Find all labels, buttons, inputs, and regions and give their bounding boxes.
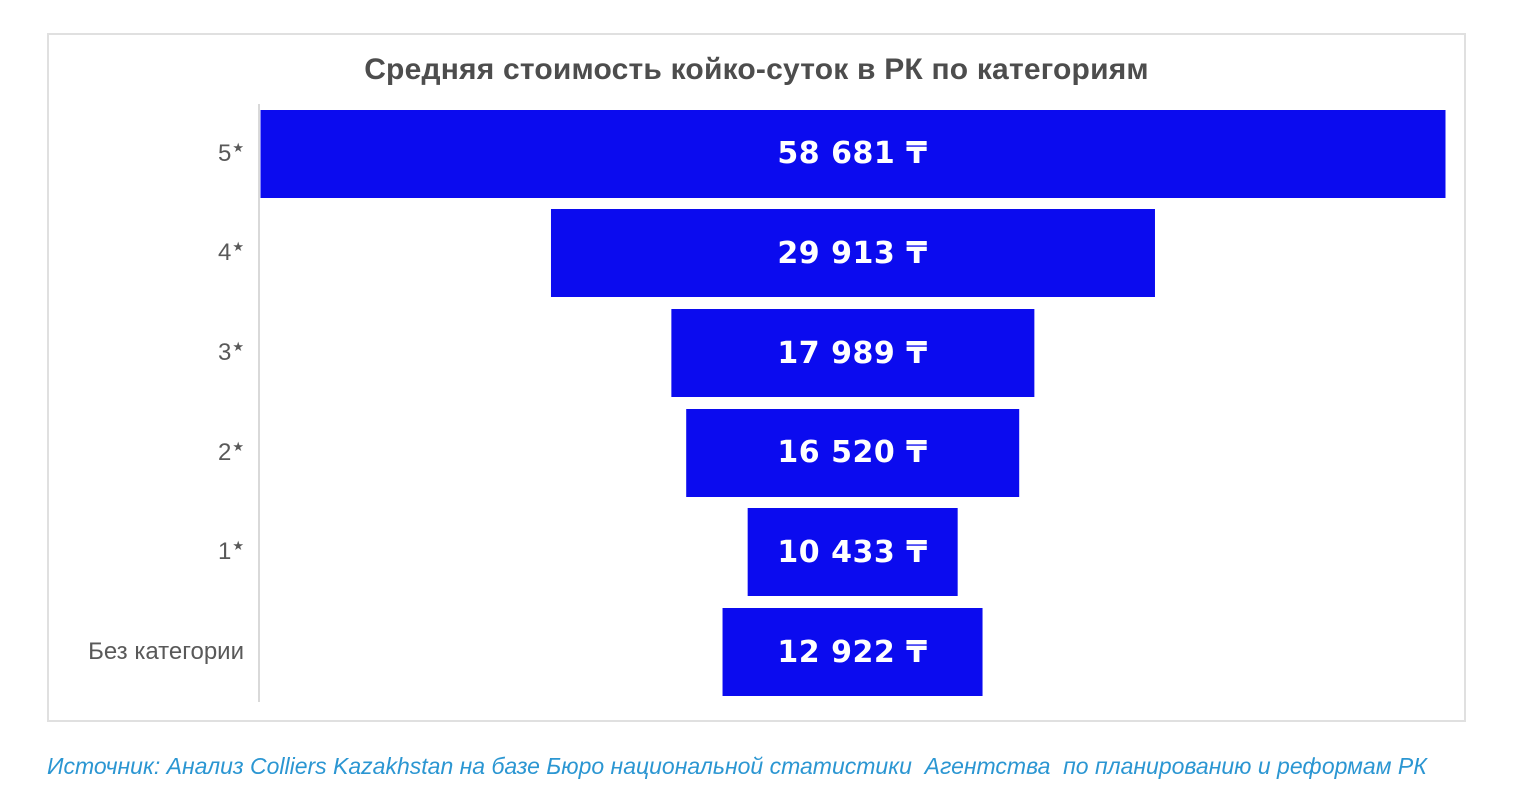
category-number: 1	[217, 538, 232, 566]
bar-4-star: 29 913 ₸	[550, 209, 1155, 298]
category-number: 4	[217, 239, 232, 267]
category-label-4-star: 4★	[218, 239, 244, 267]
bar-no-category: 12 922 ₸	[722, 608, 983, 697]
chart-row: Без категории 12 922 ₸	[88, 602, 1445, 702]
category-number: 2	[217, 438, 232, 466]
bar-5-star: 58 681 ₸	[260, 109, 1445, 198]
chart-row: 3★ 17 989 ₸	[218, 303, 1445, 403]
bar-value-label: 12 922 ₸	[777, 634, 928, 670]
chart-row: 5★ 58 681 ₸	[218, 104, 1445, 204]
bar-value-label: 17 989 ₸	[777, 335, 928, 371]
star-icon: ★	[232, 239, 244, 255]
chart-card: Средняя стоимость койко-суток в РК по ка…	[47, 33, 1466, 722]
category-label-5-star: 5★	[218, 140, 244, 168]
bar-value-label: 58 681 ₸	[777, 136, 928, 172]
category-label-2-star: 2★	[218, 439, 244, 467]
bar-value-label: 10 433 ₸	[777, 534, 928, 570]
bar-1-star: 10 433 ₸	[747, 508, 958, 597]
chart-title: Средняя стоимость койко-суток в РК по ка…	[364, 53, 1149, 86]
bar-value-label: 16 520 ₸	[777, 435, 928, 471]
star-icon: ★	[232, 538, 244, 554]
chart-row: 4★ 29 913 ₸	[218, 204, 1445, 304]
category-label-3-star: 3★	[218, 339, 244, 367]
category-label-no-category: Без категории	[88, 638, 244, 666]
category-number: 5	[217, 139, 232, 167]
bar-value-label: 29 913 ₸	[777, 235, 928, 271]
chart-row: 1★ 10 433 ₸	[218, 503, 1445, 603]
star-icon: ★	[232, 139, 244, 155]
star-icon: ★	[232, 339, 244, 355]
category-label-1-star: 1★	[218, 538, 244, 566]
category-number: 3	[217, 339, 232, 367]
star-icon: ★	[232, 438, 244, 454]
bar-3-star: 17 989 ₸	[670, 309, 1035, 398]
source-caption: Источник: Анализ Colliers Kazakhstan на …	[47, 753, 1427, 779]
plot-area: 5★ 58 681 ₸ 4★ 29 913 ₸ 3★ 17 989 ₸ 2★	[88, 104, 1445, 702]
bar-2-star: 16 520 ₸	[685, 408, 1020, 497]
chart-row: 2★ 16 520 ₸	[218, 403, 1445, 503]
